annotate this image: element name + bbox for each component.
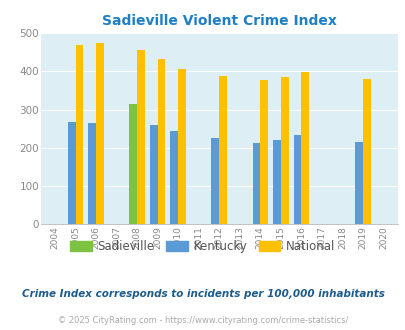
Bar (219, 76, 226, 224)
Bar (293, 135, 301, 224)
Bar (137, 50, 145, 224)
Bar (157, 59, 165, 224)
Bar (280, 78, 288, 224)
Legend: Sadieville, Kentucky, National: Sadieville, Kentucky, National (65, 236, 340, 258)
Bar (129, 104, 137, 224)
Bar (178, 69, 185, 224)
Bar (88, 123, 96, 224)
Bar (362, 79, 370, 224)
Title: Sadieville Violent Crime Index: Sadieville Violent Crime Index (102, 14, 336, 28)
Bar (129, 110, 137, 224)
Bar (273, 140, 280, 224)
Bar (75, 45, 83, 224)
Text: Crime Index corresponds to incidents per 100,000 inhabitants: Crime Index corresponds to incidents per… (21, 289, 384, 299)
Bar (354, 142, 362, 224)
Bar (260, 81, 267, 224)
Bar (170, 131, 178, 224)
Text: © 2025 CityRating.com - https://www.cityrating.com/crime-statistics/: © 2025 CityRating.com - https://www.city… (58, 316, 347, 325)
Bar (68, 122, 75, 224)
Bar (211, 138, 219, 224)
Bar (252, 143, 260, 224)
Bar (96, 43, 104, 224)
Bar (149, 125, 157, 224)
Bar (301, 72, 309, 224)
